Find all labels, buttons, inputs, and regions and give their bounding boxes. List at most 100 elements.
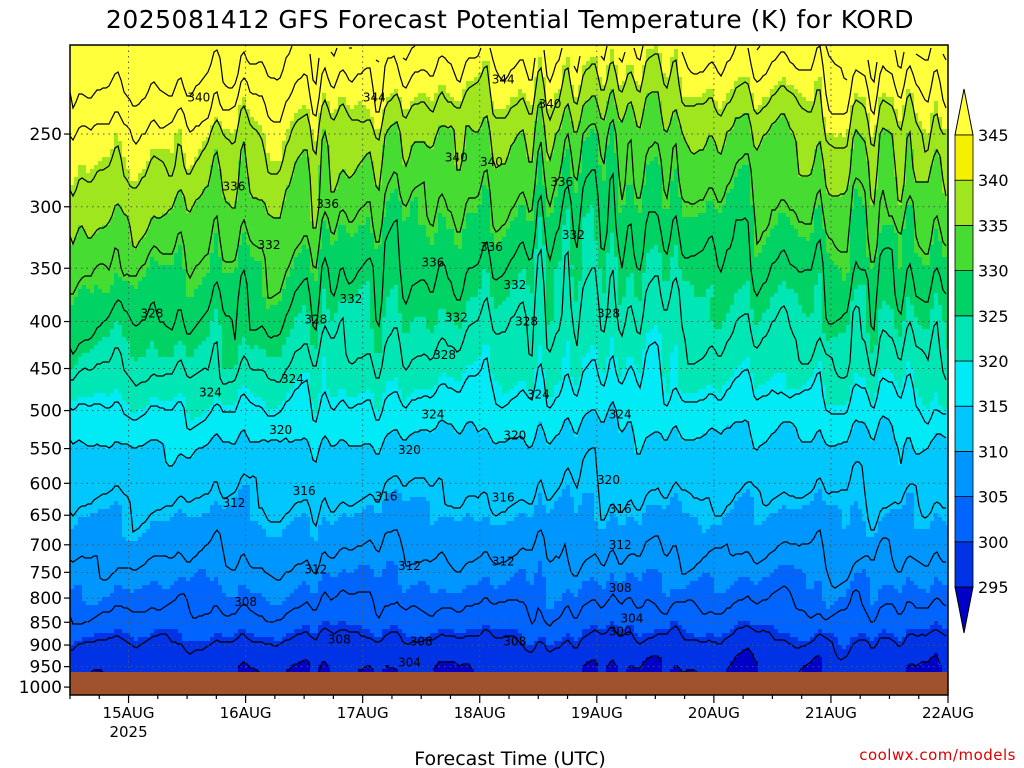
colorbar-segment <box>954 179 974 226</box>
x-tick-label: 16AUG <box>220 704 272 722</box>
y-tick-label: 800 <box>30 589 62 609</box>
contour-label: 308 <box>609 581 632 595</box>
contour-label: 340 <box>445 150 468 164</box>
contour-label: 312 <box>609 538 632 552</box>
x-axis-label: Forecast Time (UTC) <box>414 748 605 768</box>
colorbar-tick-label: 345 <box>978 126 1009 145</box>
isentrope-contours <box>70 45 947 672</box>
colorbar-tick-label: 305 <box>978 488 1009 507</box>
contour-label: 320 <box>597 473 620 487</box>
x-tick-label: 20AUG <box>688 704 740 722</box>
x-tick-label: 18AUG <box>454 704 506 722</box>
colorbar-segment <box>954 360 974 407</box>
contour-label: 312 <box>492 555 515 569</box>
contour-label: 312 <box>398 559 421 573</box>
y-tick-label: 900 <box>30 636 62 656</box>
contour-label: 320 <box>269 423 292 437</box>
contour-label: 328 <box>304 313 327 327</box>
colorbar-tick-label: 300 <box>978 533 1009 552</box>
contour-label: 344 <box>492 72 515 86</box>
pressure-axis: 250 300 350 400 450 500 550 600 650 700 750 800 850 9… <box>19 125 70 698</box>
colorbar-tick-label: 335 <box>978 216 1009 235</box>
colorbar-segment <box>954 405 974 452</box>
colorbar-over-arrow <box>954 88 974 136</box>
contour-label: 324 <box>609 408 632 422</box>
contour-label: 340 <box>187 90 210 104</box>
contour-label: 324 <box>421 408 444 422</box>
contour-label: 312 <box>222 496 245 510</box>
contour-label: 308 <box>410 635 433 649</box>
colorbar-tick-label: 310 <box>978 442 1009 461</box>
contour-label: 328 <box>597 306 620 320</box>
contour-label: 336 <box>222 179 245 193</box>
colorbar-tick-label: 330 <box>978 262 1009 281</box>
y-tick-label: 450 <box>30 360 62 380</box>
y-tick-label: 250 <box>30 125 62 145</box>
contour-label: 336 <box>421 256 444 270</box>
contour-label: 328 <box>515 315 538 329</box>
contour-label: 308 <box>503 635 526 649</box>
x-tick-label: 21AUG <box>805 704 857 722</box>
contour-label: 324 <box>527 387 550 401</box>
contour-label: 344 <box>363 90 386 104</box>
y-tick-label: 500 <box>30 402 62 422</box>
colorbar-under-arrow <box>954 586 974 634</box>
credit-text: coolwx.com/models <box>859 746 1016 764</box>
y-tick-label: 950 <box>30 658 62 678</box>
x-year-label: 2025 <box>109 723 147 741</box>
colorbar-tick-label: 320 <box>978 352 1009 371</box>
colorbar-tick-label: 325 <box>978 307 1009 326</box>
contour-label: 336 <box>550 175 573 189</box>
chart-title: 2025081412 GFS Forecast Potential Temper… <box>106 5 914 34</box>
contour-label: 320 <box>398 443 421 457</box>
contour-label: 320 <box>503 428 526 442</box>
contour-label: 328 <box>140 306 163 320</box>
colorbar-segment <box>954 450 974 497</box>
contour-label: 312 <box>304 563 327 577</box>
contour-label: 324 <box>199 386 222 400</box>
y-tick-label: 650 <box>30 506 62 526</box>
colorbar-segment <box>954 224 974 271</box>
colorbar-segment <box>954 134 974 181</box>
ground-surface <box>70 672 948 695</box>
colorbar: 295 300 305 310 315 320 325 330 335 340 345 <box>954 88 1009 634</box>
x-tick-label: 15AUG <box>103 704 155 722</box>
y-tick-label: 400 <box>30 313 62 333</box>
contour-label: 308 <box>328 633 351 647</box>
contour-label: 332 <box>258 238 281 252</box>
y-tick-label: 550 <box>30 440 62 460</box>
contour-label: 316 <box>492 491 515 505</box>
time-axis: 15AUG 16AUG 17AUG 18AUG 19AUG 20AUG 21AUG 22AUG <box>69 695 974 722</box>
contour-label: 340 <box>480 155 503 169</box>
contour-label: 316 <box>609 502 632 516</box>
contour-label: 332 <box>503 278 526 292</box>
colorbar-segment <box>954 270 974 317</box>
contour-label: 332 <box>445 311 468 325</box>
contour-label: 316 <box>293 484 316 498</box>
contour-label: 304 <box>620 611 643 625</box>
contour-label: 316 <box>375 489 398 503</box>
contour-label: 336 <box>480 240 503 254</box>
contour-label: 340 <box>539 97 562 111</box>
colorbar-tick-label: 340 <box>978 171 1009 190</box>
y-tick-label: 850 <box>30 613 62 633</box>
x-tick-label: 17AUG <box>337 704 389 722</box>
contour-label: 304 <box>398 655 421 669</box>
x-tick-label: 22AUG <box>922 704 974 722</box>
y-tick-label: 350 <box>30 259 62 279</box>
contour-label: 300 <box>609 625 632 639</box>
contour-label: 332 <box>340 292 363 306</box>
colorbar-segment <box>954 541 974 588</box>
contour-label: 308 <box>234 595 257 609</box>
contour-label: 324 <box>281 372 304 386</box>
y-tick-label: 1000 <box>19 678 62 698</box>
contour-label: 332 <box>562 228 585 242</box>
colorbar-tick-label: 295 <box>978 578 1009 597</box>
colorbar-tick-label: 315 <box>978 397 1009 416</box>
y-tick-label: 600 <box>30 474 62 494</box>
contour-label: 336 <box>316 197 339 211</box>
contour-labels: 340 344 344 340 336 336 340 340 336 332 336 336 332 3… <box>140 72 643 669</box>
colorbar-segment <box>954 315 974 362</box>
y-tick-label: 300 <box>30 198 62 218</box>
